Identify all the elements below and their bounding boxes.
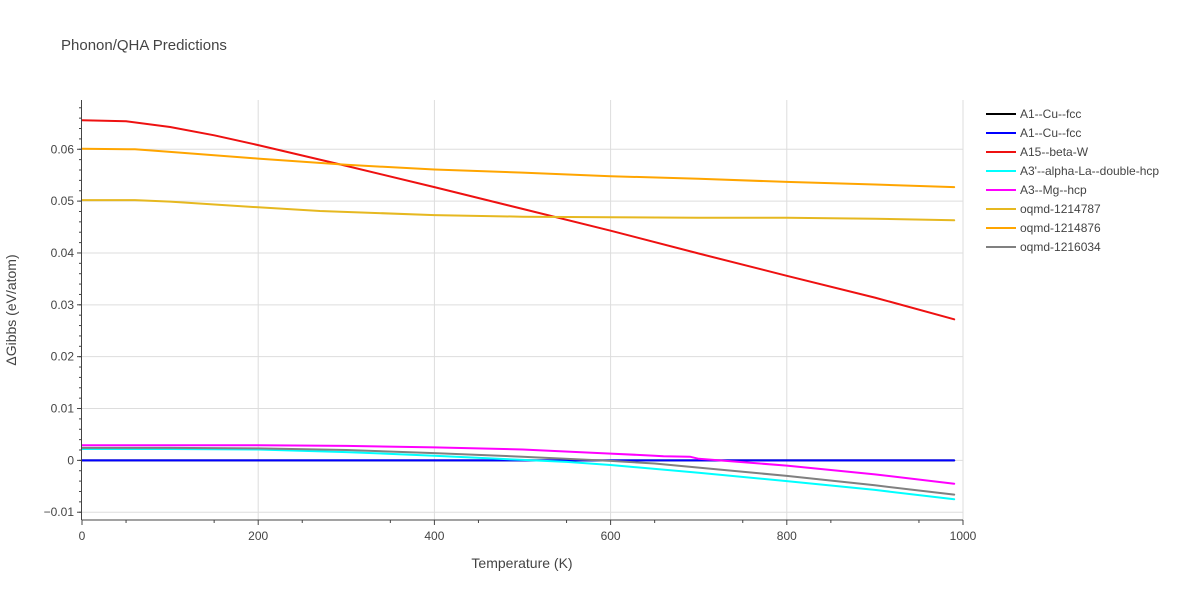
y-tick-label: 0.03 <box>51 298 75 312</box>
legend-label: A1--Cu--fcc <box>1020 126 1081 140</box>
legend-item[interactable]: oqmd-1214787 <box>986 202 1101 216</box>
y-tick-label: 0 <box>67 453 74 467</box>
legend-item[interactable]: A3'--alpha-La--double-hcp <box>986 164 1159 178</box>
legend-item[interactable]: A15--beta-W <box>986 145 1089 159</box>
legend-item[interactable]: A3--Mg--hcp <box>986 183 1087 197</box>
legend-label: A3--Mg--hcp <box>1020 183 1087 197</box>
x-axis: 0 200 400 600 800 1000 <box>79 520 977 543</box>
x-tick-label: 0 <box>79 529 86 543</box>
legend-item[interactable]: A1--Cu--fcc <box>986 107 1081 121</box>
x-axis-title: Temperature (K) <box>471 555 572 571</box>
y-axis: −0.01 0 0.01 0.02 0.03 0.04 0.05 0.06 <box>44 107 82 519</box>
y-axis-title: ΔGibbs (eV/atom) <box>3 254 19 365</box>
legend-item[interactable]: oqmd-1216034 <box>986 240 1101 254</box>
series-line <box>81 119 956 321</box>
legend-item[interactable]: A1--Cu--fcc <box>986 126 1081 140</box>
series-line <box>81 147 956 189</box>
legend-label: oqmd-1214876 <box>1020 221 1101 235</box>
x-tick-label: 800 <box>777 529 797 543</box>
legend-item[interactable]: oqmd-1214876 <box>986 221 1101 235</box>
y-tick-label: 0.05 <box>51 194 75 208</box>
y-tick-label: 0.01 <box>51 402 75 416</box>
series-line <box>81 199 956 222</box>
x-tick-label: 400 <box>424 529 444 543</box>
legend-label: A3'--alpha-La--double-hcp <box>1020 164 1159 178</box>
chart-title: Phonon/QHA Predictions <box>61 37 227 54</box>
legend-label: oqmd-1216034 <box>1020 240 1101 254</box>
legend-label: A1--Cu--fcc <box>1020 107 1081 121</box>
series-line <box>81 444 956 485</box>
y-tick-label: 0.02 <box>51 350 75 364</box>
y-tick-label: −0.01 <box>44 505 75 519</box>
x-tick-label: 200 <box>248 529 268 543</box>
grid <box>82 100 964 520</box>
legend-label: oqmd-1214787 <box>1020 202 1101 216</box>
series-line <box>81 446 956 496</box>
x-tick-label: 600 <box>601 529 621 543</box>
legend[interactable]: A1--Cu--fcc A1--Cu--fcc A15--beta-W A3'--al… <box>986 107 1159 254</box>
plot-area <box>81 119 956 501</box>
series-line <box>81 448 956 501</box>
y-tick-label: 0.04 <box>51 246 75 260</box>
y-tick-label: 0.06 <box>51 142 75 156</box>
x-tick-label: 1000 <box>950 529 977 543</box>
legend-label: A15--beta-W <box>1020 145 1089 159</box>
